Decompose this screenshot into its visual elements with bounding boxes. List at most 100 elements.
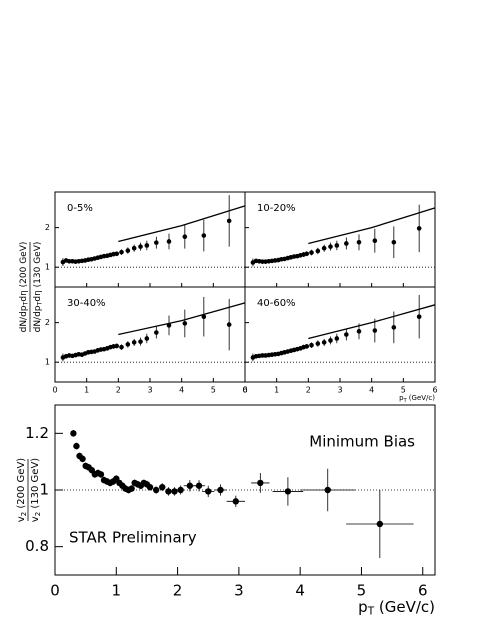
data-point bbox=[177, 486, 184, 494]
data-point bbox=[97, 471, 105, 478]
data-point bbox=[186, 482, 194, 489]
data-point bbox=[138, 339, 143, 344]
axis-label-part: (200 GeV) bbox=[16, 458, 27, 512]
model-curve bbox=[308, 304, 436, 340]
data-point bbox=[146, 483, 154, 491]
data-point bbox=[73, 442, 80, 450]
data-point bbox=[334, 336, 340, 341]
axis-label-part: T bbox=[37, 301, 44, 306]
axis-label-part: T bbox=[367, 606, 375, 618]
data-point bbox=[356, 329, 362, 334]
data-point bbox=[356, 239, 362, 245]
axis-label-part: (GeV/c) bbox=[407, 394, 436, 402]
x-tick-label: 5 bbox=[211, 386, 216, 395]
data-point bbox=[70, 430, 77, 437]
x-tick-label: 4 bbox=[179, 386, 184, 395]
axis-label-part: p bbox=[358, 598, 368, 616]
axis-label-part: (130 GeV) bbox=[30, 458, 41, 512]
data-point bbox=[416, 226, 422, 231]
panel-label: 40-60% bbox=[257, 298, 296, 309]
x-tick-label: 3 bbox=[234, 582, 244, 600]
model-curve bbox=[308, 207, 436, 245]
data-point bbox=[257, 479, 264, 487]
data-point bbox=[154, 330, 159, 335]
data-point bbox=[391, 239, 397, 245]
x-tick-label: 0 bbox=[242, 386, 247, 395]
x-tick-label: 1 bbox=[274, 386, 279, 395]
axis-label: dN/dpTdη (130 GeV) bbox=[33, 242, 44, 333]
axis-label-part: 2 bbox=[34, 512, 42, 516]
axis-label-part: dN/dp bbox=[33, 305, 43, 332]
data-point bbox=[391, 325, 397, 330]
data-point bbox=[66, 258, 72, 264]
panel-label: 0-5% bbox=[67, 203, 93, 214]
data-point bbox=[131, 245, 137, 251]
axis-label-part: dN/dp bbox=[19, 305, 29, 332]
data-point bbox=[171, 488, 178, 495]
y-tick-label: 0.8 bbox=[25, 537, 49, 555]
data-point bbox=[260, 353, 265, 358]
data-point bbox=[309, 250, 314, 255]
axis-label-part: dη (130 GeV) bbox=[33, 242, 43, 302]
data-point bbox=[344, 241, 349, 246]
axis-label-part: p bbox=[399, 394, 404, 402]
data-point bbox=[372, 238, 378, 243]
data-point bbox=[125, 248, 131, 253]
data-point bbox=[128, 485, 135, 492]
data-point bbox=[372, 328, 378, 333]
x-tick-label: 0 bbox=[52, 386, 57, 395]
axis-label: pT (GeV/c) bbox=[358, 598, 435, 618]
y-tick-label: 1 bbox=[45, 358, 50, 367]
data-point bbox=[166, 323, 172, 328]
data-point bbox=[159, 483, 166, 491]
y-tick-label: 2 bbox=[45, 223, 50, 232]
model-curve bbox=[118, 302, 246, 336]
x-tick-label: 5 bbox=[401, 386, 406, 395]
x-tick-label: 2 bbox=[173, 582, 183, 600]
x-tick-label: 6 bbox=[432, 386, 437, 395]
data-point bbox=[125, 342, 131, 347]
y-tick-label: 1.2 bbox=[25, 424, 49, 442]
x-tick-label: 4 bbox=[369, 386, 374, 395]
annotation: Minimum Bias bbox=[309, 433, 415, 451]
axis-label-part: dη (200 GeV) bbox=[19, 242, 29, 302]
axis-label: v2 (130 GeV) bbox=[30, 458, 42, 522]
data-point bbox=[166, 239, 172, 244]
data-point bbox=[165, 488, 172, 495]
axis-label-part: T bbox=[23, 301, 30, 306]
data-point bbox=[114, 343, 120, 349]
data-point bbox=[201, 314, 207, 319]
annotation: STAR Preliminary bbox=[69, 529, 197, 547]
data-point bbox=[119, 344, 124, 350]
data-point bbox=[154, 240, 159, 245]
data-point bbox=[321, 340, 327, 345]
x-tick-label: 5 bbox=[357, 582, 367, 600]
data-point bbox=[232, 498, 240, 505]
x-tick-label: 6 bbox=[242, 386, 247, 395]
data-point bbox=[376, 520, 384, 528]
y-tick-label: 1 bbox=[45, 263, 50, 272]
axis-label-part: v bbox=[16, 516, 27, 522]
data-point bbox=[226, 322, 232, 327]
panel-label: 30-40% bbox=[67, 298, 106, 309]
data-point bbox=[144, 243, 150, 248]
data-point bbox=[328, 244, 333, 249]
data-point bbox=[152, 486, 160, 494]
axis-label: pT (GeV/c) bbox=[399, 394, 435, 404]
data-point bbox=[309, 342, 314, 348]
data-point bbox=[315, 248, 321, 254]
data-point bbox=[131, 340, 137, 345]
axis-label-part: (GeV/c) bbox=[374, 598, 435, 616]
data-point bbox=[328, 338, 333, 343]
axis-label: dN/dpTdη (200 GeV) bbox=[19, 242, 30, 333]
x-tick-label: 4 bbox=[295, 582, 305, 600]
data-point bbox=[217, 486, 224, 494]
data-point bbox=[201, 233, 207, 238]
data-point bbox=[119, 249, 124, 255]
data-point bbox=[195, 482, 203, 489]
data-point bbox=[205, 488, 212, 495]
x-tick-label: 1 bbox=[84, 386, 89, 395]
data-point bbox=[334, 243, 340, 248]
x-tick-label: 3 bbox=[147, 386, 152, 395]
data-point bbox=[138, 244, 143, 249]
